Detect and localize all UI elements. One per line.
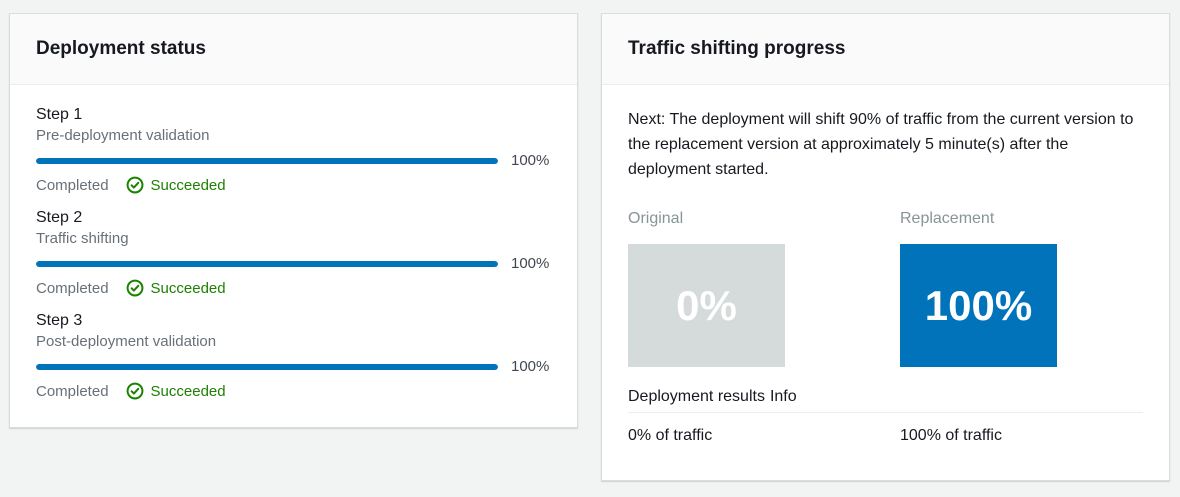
- step-name: Step 1: [36, 106, 83, 123]
- progress-bar-track: [36, 260, 498, 267]
- deployment-status-title: Deployment status: [36, 38, 206, 59]
- step-description: Pre-deployment validation: [36, 127, 210, 144]
- deployment-results-heading: Deployment results Info: [628, 387, 1143, 406]
- replacement-version-label: Replacement: [900, 210, 995, 227]
- version-labels-row: Original Replacement: [628, 209, 1143, 228]
- progress-percent-label: 100%: [511, 255, 550, 272]
- step-progress-row: 100%: [36, 255, 551, 272]
- progress-bar-fill: [36, 363, 498, 370]
- results-divider: [628, 412, 1143, 413]
- step-progress-row: 100%: [36, 152, 551, 169]
- step-status-row: Completed Succeeded: [36, 380, 551, 402]
- progress-bar-track: [36, 157, 498, 164]
- step-description: Post-deployment validation: [36, 333, 217, 350]
- deployment-status-body: Step 1 Pre-deployment validation 100% Co…: [10, 85, 577, 427]
- traffic-shifting-title: Traffic shifting progress: [628, 38, 846, 59]
- deployment-status-card: Deployment status Step 1 Pre-deployment …: [9, 13, 578, 428]
- step-status-badge: Succeeded: [150, 176, 226, 194]
- step-status-badge: Succeeded: [150, 279, 226, 297]
- success-check-icon: [126, 382, 143, 400]
- step-status-row: Completed Succeeded: [36, 174, 551, 196]
- step-progress-row: 100%: [36, 358, 551, 375]
- step-name: Step 3: [36, 312, 83, 329]
- version-boxes-row: 0% 100%: [628, 244, 1143, 367]
- success-check-icon: [126, 279, 143, 297]
- original-version-label: Original: [628, 210, 684, 227]
- step-name: Step 2: [36, 209, 83, 226]
- traffic-shifting-card: Traffic shifting progress Next: The depl…: [601, 13, 1170, 481]
- deployment-results-label: Deployment results: [628, 388, 765, 405]
- replacement-traffic-box: 100%: [900, 244, 1057, 367]
- progress-percent-label: 100%: [511, 358, 550, 375]
- traffic-percent-row: 0% of traffic 100% of traffic: [628, 426, 1143, 445]
- progress-bar-track: [36, 363, 498, 370]
- original-traffic-box: 0%: [628, 244, 785, 367]
- deployment-step-2: Step 2 Traffic shifting 100% Completed S…: [36, 207, 551, 299]
- traffic-shifting-body: Next: The deployment will shift 90% of t…: [602, 85, 1169, 470]
- step-status-badge: Succeeded: [150, 382, 226, 400]
- traffic-shifting-header: Traffic shifting progress: [602, 14, 1169, 85]
- progress-percent-label: 100%: [511, 152, 550, 169]
- step-description: Traffic shifting: [36, 230, 129, 247]
- step-status-row: Completed Succeeded: [36, 277, 551, 299]
- original-traffic-percent: 0% of traffic: [628, 427, 713, 444]
- step-state-label: Completed: [36, 279, 109, 297]
- deployment-step-3: Step 3 Post-deployment validation 100% C…: [36, 310, 551, 402]
- deployment-status-header: Deployment status: [10, 14, 577, 85]
- deployment-step-1: Step 1 Pre-deployment validation 100% Co…: [36, 104, 551, 196]
- success-check-icon: [126, 176, 143, 194]
- progress-bar-fill: [36, 157, 498, 164]
- step-state-label: Completed: [36, 176, 109, 194]
- info-link[interactable]: Info: [769, 388, 797, 405]
- step-state-label: Completed: [36, 382, 109, 400]
- progress-bar-fill: [36, 260, 498, 267]
- next-shift-message: Next: The deployment will shift 90% of t…: [628, 111, 1134, 178]
- replacement-traffic-percent: 100% of traffic: [900, 427, 1002, 444]
